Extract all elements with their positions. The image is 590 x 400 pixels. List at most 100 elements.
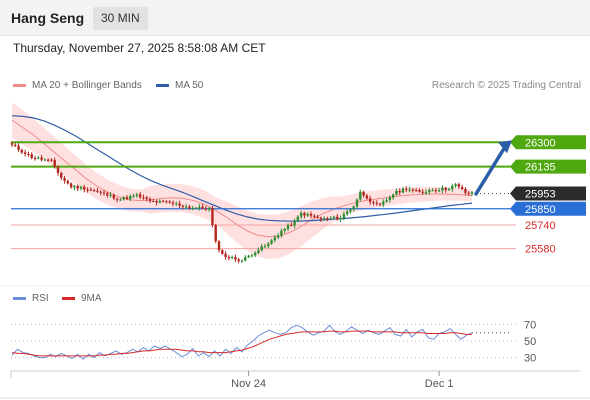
candle — [290, 222, 293, 227]
candle-body — [405, 188, 408, 190]
candle-body — [332, 216, 336, 219]
candle — [368, 195, 372, 205]
candle-body — [362, 191, 365, 196]
candle-body — [296, 216, 300, 221]
candle — [53, 157, 56, 169]
candle-body — [276, 235, 280, 238]
candle-body — [23, 152, 27, 154]
arrow-head — [498, 140, 512, 154]
candle — [342, 211, 346, 221]
candle-body — [17, 145, 20, 150]
candle — [165, 200, 168, 204]
candle-body — [467, 192, 470, 194]
candle — [431, 188, 434, 192]
candle — [14, 143, 17, 148]
candle — [129, 194, 132, 201]
candle-body — [250, 255, 254, 257]
candle — [56, 165, 60, 176]
candle-body — [408, 189, 411, 191]
candle — [414, 188, 418, 193]
candle — [194, 206, 198, 210]
candle — [207, 206, 211, 212]
candle — [372, 200, 375, 206]
candle-body — [102, 192, 106, 194]
candle — [339, 215, 342, 223]
candle-body — [290, 224, 293, 226]
candle-body — [339, 218, 342, 220]
price-tag-26135: 26135 — [510, 159, 586, 174]
candle — [178, 200, 181, 208]
candle — [352, 205, 355, 212]
candle-body — [198, 206, 201, 208]
legend-label-ma20: MA 20 + Bollinger Bands — [32, 80, 142, 91]
candle — [30, 152, 33, 160]
candle — [155, 199, 158, 206]
candle — [109, 192, 112, 198]
candle-body — [191, 207, 194, 209]
price-tag-bg — [510, 135, 586, 150]
candle — [306, 212, 309, 217]
candle — [365, 193, 369, 200]
candle-body — [359, 191, 362, 200]
candle — [86, 187, 89, 193]
candle-body — [299, 212, 303, 217]
candle-body — [40, 157, 43, 160]
candle — [244, 255, 247, 262]
candle-body — [273, 237, 277, 241]
candle-body — [237, 259, 240, 262]
candle-body — [135, 194, 139, 196]
candle-body — [155, 201, 158, 203]
candle — [237, 257, 240, 264]
candle-body — [43, 159, 47, 161]
price-tag-25850: 25850 — [510, 201, 586, 216]
candle — [418, 188, 421, 193]
candle-body — [451, 186, 454, 189]
candle — [138, 191, 142, 200]
candle-body — [454, 184, 457, 187]
candle — [322, 216, 326, 221]
candle-body — [10, 143, 14, 145]
candle — [40, 155, 43, 162]
candle — [201, 203, 204, 210]
candle-body — [401, 188, 405, 193]
rsi-ma-swatch — [62, 297, 75, 300]
candle — [175, 201, 178, 206]
candle — [385, 197, 388, 203]
candle — [428, 188, 431, 195]
price-tag-label: 25850 — [525, 204, 556, 216]
price-tag-26300: 26300 — [510, 135, 586, 150]
rsi-ma-line — [11, 330, 472, 357]
candle — [171, 200, 175, 207]
candle — [359, 189, 362, 202]
candle — [467, 190, 470, 196]
candle-body — [53, 160, 56, 167]
candle — [66, 179, 70, 185]
candle — [224, 251, 227, 260]
candle-body — [257, 250, 260, 253]
candle-body — [171, 202, 175, 204]
interval-button[interactable]: 30 MIN — [93, 7, 148, 30]
candle-body — [129, 196, 132, 200]
candle-body — [161, 200, 165, 202]
candle — [329, 216, 332, 220]
candle-body — [56, 166, 60, 173]
candle-body — [211, 208, 214, 226]
candle — [437, 187, 441, 193]
candle — [119, 198, 122, 202]
candle — [191, 205, 194, 211]
candle — [125, 194, 129, 201]
candle-body — [329, 218, 332, 220]
ma20-line — [11, 119, 473, 238]
candle-body — [293, 220, 296, 226]
candle — [355, 198, 359, 209]
price-tag-bg — [510, 201, 586, 216]
candle — [37, 155, 40, 160]
candle — [184, 204, 188, 210]
candle — [99, 190, 102, 196]
candle — [20, 148, 24, 155]
candle-body — [217, 241, 221, 251]
candle — [375, 200, 378, 206]
candle-body — [286, 224, 290, 229]
candle — [408, 186, 411, 193]
